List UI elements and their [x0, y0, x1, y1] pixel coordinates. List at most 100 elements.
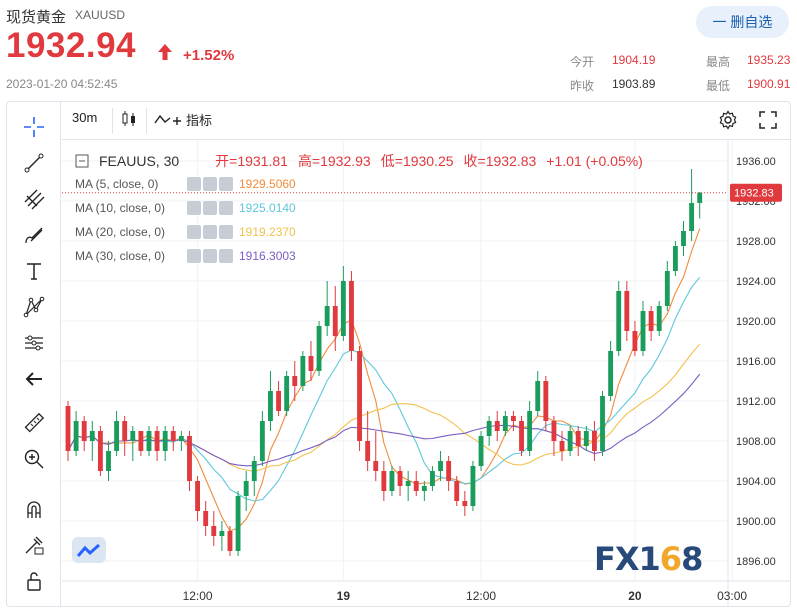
candle-body: [624, 291, 630, 331]
crosshair-tool[interactable]: [19, 112, 49, 142]
back-tool[interactable]: [19, 364, 49, 394]
y-tick-label: 1908.00: [736, 436, 776, 448]
candle-body: [494, 421, 500, 431]
candle-body: [97, 431, 103, 471]
x-tick-label: 12:00: [466, 589, 496, 603]
close-icon[interactable]: [219, 177, 233, 191]
ma-legend-name[interactable]: MA (10, close, 0): [75, 201, 166, 215]
ma-legend-name[interactable]: MA (5, close, 0): [75, 177, 159, 191]
settings-button[interactable]: [718, 110, 738, 130]
ma-controls[interactable]: [187, 201, 233, 215]
indicators-icon: [154, 114, 181, 125]
candle-body: [276, 391, 281, 411]
interval-selector[interactable]: 30m: [72, 110, 97, 125]
price-chart[interactable]: 1936.001932.001928.001924.001920.001916.…: [62, 141, 790, 606]
zoom-tool[interactable]: [19, 444, 49, 474]
candle-body: [559, 441, 565, 451]
candle: [73, 411, 79, 456]
candle: [292, 361, 298, 401]
candle-body: [106, 451, 111, 471]
candle: [438, 451, 443, 481]
ma-legend-name[interactable]: MA (20, close, 0): [75, 225, 166, 239]
candle-body: [486, 421, 492, 436]
y-tick-label: 1896.00: [736, 556, 776, 568]
candle-body: [527, 411, 533, 451]
current-price: 1932.94: [6, 26, 137, 65]
candle-body: [227, 531, 233, 551]
back-arrow-icon: [25, 372, 42, 386]
ma-legend-value: 1919.2370: [239, 225, 296, 239]
trend-line-tool[interactable]: [19, 148, 49, 178]
candle: [308, 341, 314, 381]
candle-body: [405, 481, 411, 486]
measure-tool[interactable]: [19, 328, 49, 358]
gear-icon[interactable]: [203, 249, 217, 263]
gear-icon[interactable]: [203, 201, 217, 215]
candle-body: [591, 431, 597, 451]
candle: [332, 286, 338, 351]
candle-body: [502, 416, 508, 431]
candle-body: [122, 421, 128, 441]
candle: [195, 476, 201, 521]
candle-body: [268, 391, 273, 421]
magnet-icon: [27, 501, 41, 518]
candle: [478, 431, 484, 471]
candle: [591, 421, 597, 461]
candle: [575, 426, 581, 456]
ma-controls[interactable]: [187, 249, 233, 263]
eye-icon[interactable]: [187, 177, 201, 191]
candle: [357, 346, 362, 451]
indicators-button[interactable]: 指标: [154, 110, 212, 129]
eye-icon[interactable]: [187, 225, 201, 239]
chart-type-button[interactable]: [120, 110, 138, 128]
candle-body: [211, 526, 217, 536]
ruler-tool[interactable]: [19, 408, 49, 438]
y-tick-label: 1904.00: [736, 476, 776, 488]
candle-body: [235, 496, 241, 551]
candle-body: [656, 306, 662, 331]
candle-body: [373, 461, 379, 471]
candle-body: [203, 511, 209, 526]
ruler-icon: [24, 412, 45, 433]
ma-controls[interactable]: [187, 177, 233, 191]
candle-body: [381, 471, 387, 491]
close-icon[interactable]: [219, 201, 233, 215]
gear-icon[interactable]: [203, 177, 217, 191]
magnet-tool[interactable]: [19, 494, 49, 524]
lock-draw-tool[interactable]: [19, 530, 49, 560]
text-tool[interactable]: [19, 256, 49, 286]
close-icon[interactable]: [219, 249, 233, 263]
candle: [373, 431, 379, 481]
fullscreen-button[interactable]: [758, 110, 778, 130]
eye-icon[interactable]: [187, 249, 201, 263]
indicators-label: 指标: [186, 113, 213, 128]
candle-body: [365, 441, 371, 461]
close-icon[interactable]: [219, 225, 233, 239]
pattern-tool[interactable]: [19, 292, 49, 322]
collapse-icon[interactable]: [75, 154, 89, 168]
candle: [284, 371, 290, 416]
candle: [430, 466, 435, 491]
ma-controls[interactable]: [187, 225, 233, 239]
zoom-in-icon: [24, 449, 44, 469]
gear-icon[interactable]: [203, 225, 217, 239]
chart-toolbar: 30m 指标: [62, 102, 790, 140]
remove-watchlist-button[interactable]: 一 删自选: [696, 6, 789, 38]
candle: [365, 411, 371, 471]
candle-body: [357, 351, 362, 441]
eye-icon[interactable]: [187, 201, 201, 215]
candle: [624, 281, 630, 341]
tradingview-logo[interactable]: [72, 537, 106, 563]
unlock-tool[interactable]: [19, 566, 49, 596]
fib-tool[interactable]: [19, 184, 49, 214]
ma-legend-name[interactable]: MA (30, close, 0): [75, 249, 166, 263]
low-label: 最低: [706, 79, 731, 93]
candle: [600, 391, 605, 456]
candle: [243, 471, 249, 511]
brush-tool[interactable]: [19, 220, 49, 250]
candle: [543, 376, 549, 431]
candle-body: [421, 486, 427, 491]
candle-body: [349, 281, 354, 351]
candle: [454, 476, 460, 506]
candle: [672, 241, 678, 276]
